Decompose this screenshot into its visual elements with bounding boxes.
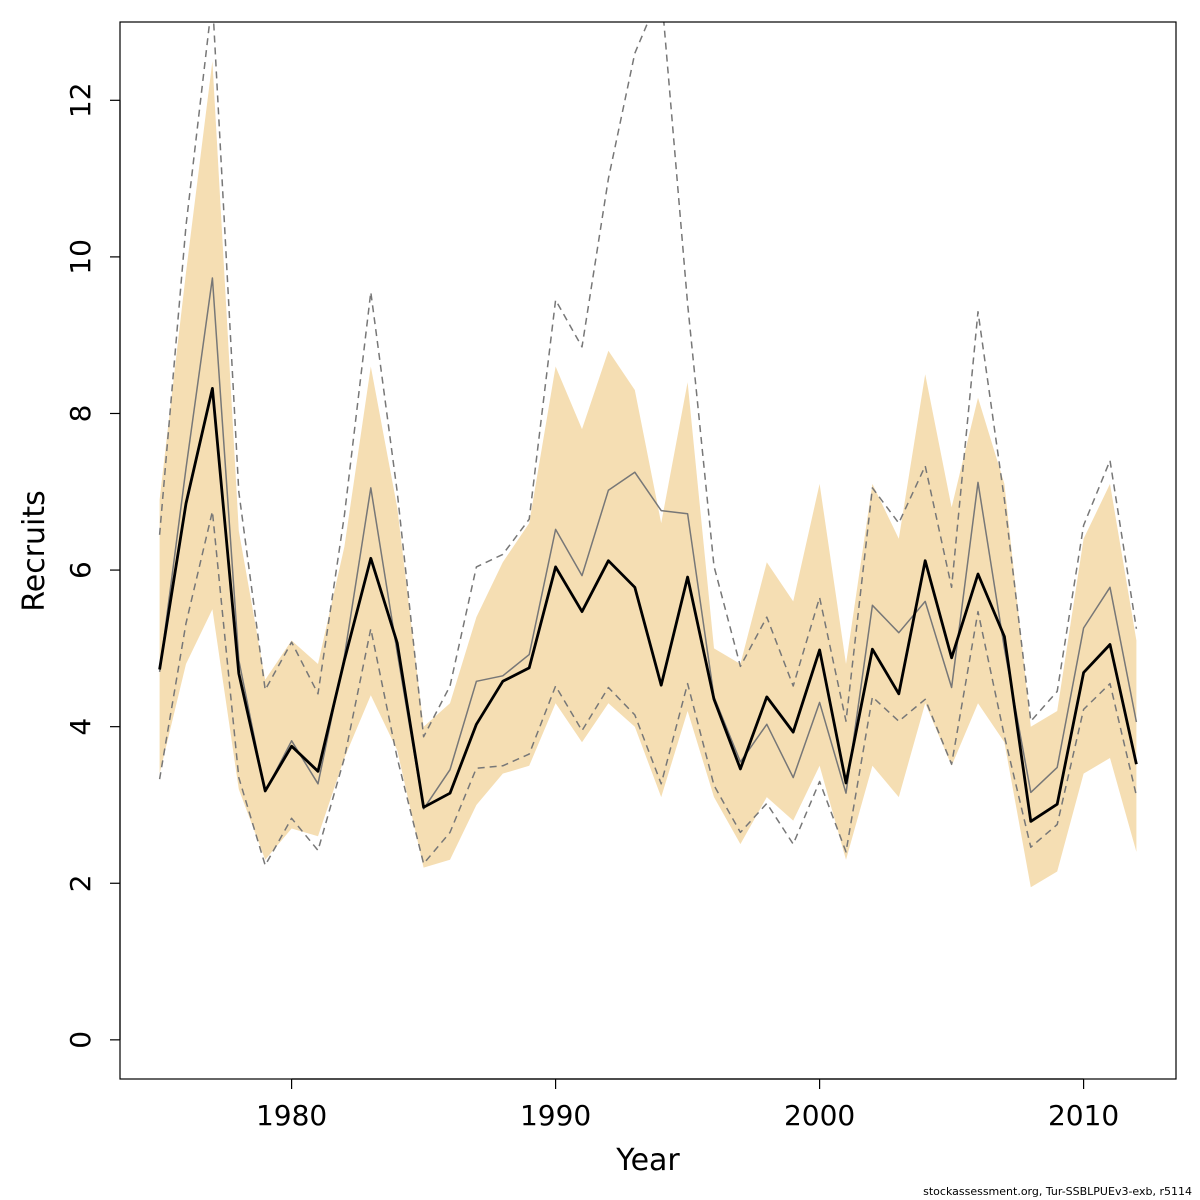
x-tick-label: 1990 <box>520 1099 591 1132</box>
x-tick-label: 2000 <box>784 1099 855 1132</box>
series-line-0 <box>158 386 1138 823</box>
y-axis-title: Recruits <box>17 490 52 612</box>
series-line-2 <box>158 22 1138 738</box>
y-axis: 0 2 4 6 8 10 12 <box>64 82 121 1049</box>
y-tick-label: 6 <box>64 561 97 579</box>
y-tick-label: 12 <box>64 82 97 118</box>
x-tick-label: 1980 <box>256 1099 327 1132</box>
footer-credit: stockassessment.org, Tur-SSBLPUEv3-exb, … <box>923 1185 1192 1198</box>
y-tick-label: 0 <box>64 1031 97 1049</box>
y-tick-label: 4 <box>64 718 97 736</box>
series-line-3 <box>158 510 1138 867</box>
x-tick-label: 2010 <box>1048 1099 1119 1132</box>
plot-area <box>158 22 1138 888</box>
y-tick-label: 2 <box>64 874 97 892</box>
y-tick-label: 8 <box>64 405 97 423</box>
x-axis: 1980 1990 2000 2010 <box>256 1078 1119 1132</box>
y-tick-label: 10 <box>64 239 97 275</box>
x-axis-title: Year <box>615 1143 680 1178</box>
series-line-1 <box>158 277 1138 810</box>
